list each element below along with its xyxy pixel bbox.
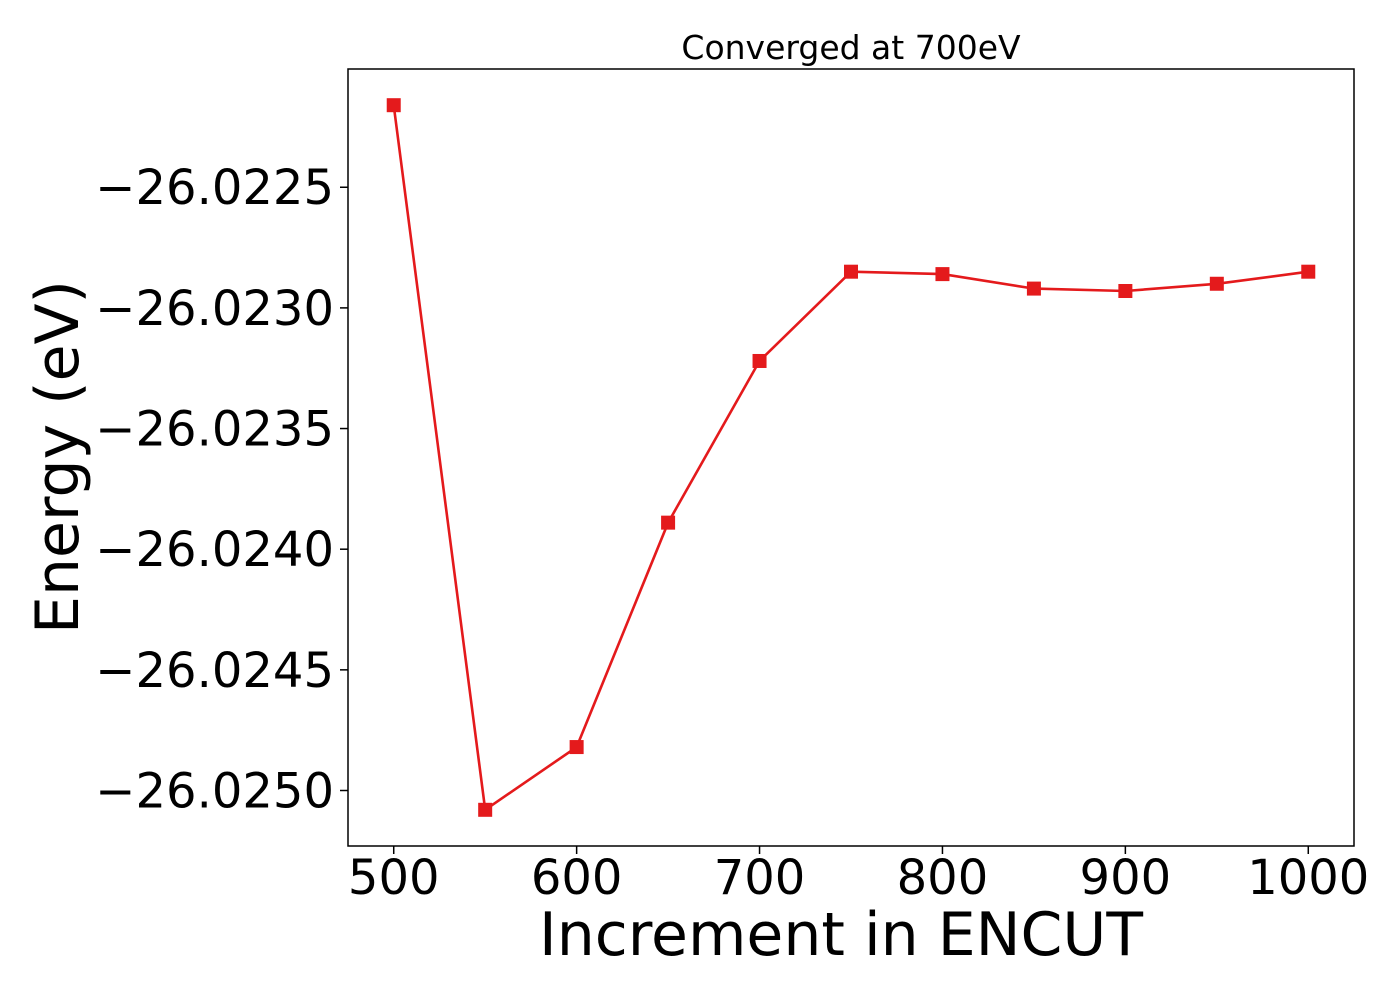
data-point-marker (1026, 281, 1041, 296)
chart-title: Converged at 700eV (681, 28, 1021, 67)
y-tick-label: −26.0240 (95, 522, 334, 578)
x-tick-label: 600 (531, 850, 623, 906)
data-point-marker (661, 515, 676, 530)
x-tick-label: 800 (897, 850, 989, 906)
data-point-marker (935, 267, 950, 282)
y-axis: −26.0225 −26.0230 −26.0235 −26.0240 −26.0245… (95, 160, 348, 820)
y-tick-label: −26.0245 (95, 643, 334, 699)
data-point-marker (386, 98, 401, 113)
y-tick-label: −26.0225 (95, 160, 334, 216)
data-point-marker (752, 353, 767, 368)
y-axis-label: Energy (eV) (23, 280, 93, 634)
x-tick-label: 1000 (1247, 850, 1369, 906)
plot-area (347, 68, 1355, 847)
x-tick-label: 700 (714, 850, 806, 906)
data-point-marker (1209, 276, 1224, 291)
data-point-marker (478, 802, 493, 817)
data-point-marker (844, 264, 858, 279)
x-axis-label: Increment in ENCUT (539, 900, 1143, 970)
data-point-marker (1118, 284, 1133, 298)
x-tick-label: 900 (1080, 850, 1172, 906)
series-markers (386, 98, 1316, 817)
data-point-marker (569, 740, 584, 755)
data-point-marker (1301, 264, 1316, 279)
y-tick-label: −26.0235 (95, 402, 334, 458)
x-axis: 500 600 700 800 900 1000 (348, 846, 1369, 906)
x-tick-label: 500 (348, 850, 440, 906)
series-line (392, 105, 1309, 813)
y-tick-label: −26.0250 (95, 764, 334, 820)
y-tick-label: −26.0230 (95, 281, 334, 337)
